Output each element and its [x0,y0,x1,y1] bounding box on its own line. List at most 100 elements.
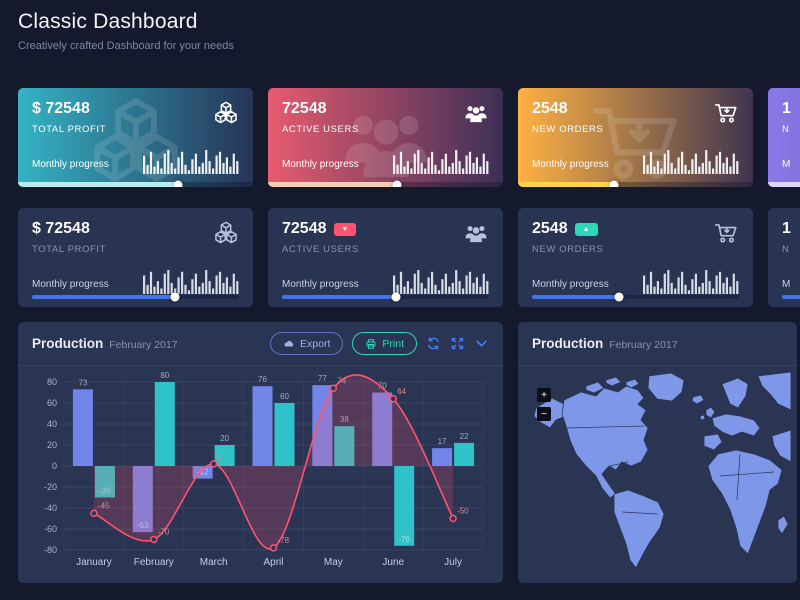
svg-text:April: April [263,557,283,568]
svg-text:-40: -40 [44,503,57,513]
stat-label: TOTAL PROFIT [32,124,107,135]
progress-fill [782,295,800,299]
stat-value: 1 [782,100,791,117]
chevron-down-icon[interactable] [474,336,489,351]
progress-slider[interactable] [768,182,800,187]
cart-icon [713,220,739,246]
stat-value: 2548 [532,100,568,117]
progress-knob[interactable] [170,292,180,302]
trend-down-badge: ▼ [333,222,357,236]
progress-knob[interactable] [609,180,619,187]
svg-text:-30: -30 [99,487,111,496]
progress-fill [532,295,619,299]
production-chart-panel: Production February 2017 Export Print -80… [18,322,503,583]
svg-text:February: February [134,557,174,568]
cubes-icon [213,220,239,246]
progress-knob[interactable] [391,292,401,302]
stat-cards-gradient-row: $ 72548 TOTAL PROFIT Monthly progress 72… [18,88,800,187]
svg-text:-60: -60 [44,524,57,534]
stat-label: N [782,124,790,135]
page-header: Classic Dashboard Creatively crafted Das… [18,10,234,52]
progress-fill [32,295,175,299]
svg-text:38: 38 [340,415,349,424]
svg-text:May: May [324,557,343,568]
chart-panel-title-group: Production February 2017 [32,335,178,353]
stat-card-active-users-flat: 72548 ▼ ACTIVE USERS Monthly progress [268,208,503,307]
monthly-progress-label: Monthly progress [32,159,109,170]
sparkline-chart [143,268,239,294]
progress-slider[interactable] [532,292,739,302]
map-zoom-controls: + − [537,388,551,421]
svg-text:January: January [76,557,112,568]
printer-icon [365,338,377,350]
progress-knob[interactable] [392,180,402,187]
stat-label: NEW ORDERS [532,124,604,135]
sparkline-chart [143,148,239,174]
svg-text:20: 20 [220,434,229,443]
svg-text:17: 17 [438,437,447,446]
progress-knob[interactable] [173,180,183,187]
monthly-progress-label: Monthly progress [282,159,359,170]
svg-text:70: 70 [378,382,387,391]
map-zoom-in-button[interactable]: + [537,388,551,402]
map-panel-title: Production [532,335,604,351]
sparkline-chart [643,148,739,174]
progress-slider[interactable] [268,180,503,187]
production-chart: -80 -60 -40 -20 0 20 40 60 80 73 -63 -12 76 77 70 17 -30… [28,371,493,577]
stat-card-new-orders-flat: 2548 ▲ NEW ORDERS Monthly progress [518,208,753,307]
svg-text:July: July [444,557,462,568]
monthly-progress-label: Monthly progress [532,159,609,170]
svg-text:-45: -45 [98,501,110,510]
stat-label: NEW ORDERS [532,244,604,255]
stat-value: 72548 ▼ [282,220,357,238]
svg-text:-20: -20 [44,482,57,492]
stat-label: ACTIVE USERS [282,244,359,255]
monthly-progress-label: Monthly progress [32,279,109,290]
svg-text:-80: -80 [44,545,57,555]
svg-text:76: 76 [258,375,267,384]
svg-text:40: 40 [47,419,57,429]
stat-card-total-profit: $ 72548 TOTAL PROFIT Monthly progress [18,88,253,187]
svg-text:-70: -70 [158,528,170,537]
stat-value: $ 72548 [32,220,90,237]
progress-slider[interactable] [782,295,800,299]
svg-text:73: 73 [78,378,87,387]
monthly-progress-label: M [782,159,791,170]
svg-text:64: 64 [397,387,406,396]
production-map-panel: Production February 2017 + − [518,322,797,583]
svg-text:June: June [382,557,404,568]
map-zoom-out-button[interactable]: − [537,407,551,421]
cloud-upload-icon [283,338,295,350]
svg-text:0: 0 [52,461,57,471]
print-button[interactable]: Print [352,332,417,355]
svg-text:-50: -50 [457,507,469,516]
monthly-progress-label: Monthly progress [532,279,609,290]
stat-cards-flat-row: $ 72548 TOTAL PROFIT Monthly progress 72… [18,208,800,307]
map-panel-header: Production February 2017 [518,322,797,366]
progress-slider[interactable] [32,292,239,302]
export-button[interactable]: Export [270,332,344,355]
svg-text:20: 20 [47,440,57,450]
svg-text:March: March [200,557,228,568]
progress-fill [268,182,398,187]
sparkline-chart [393,148,489,174]
expand-icon[interactable] [450,336,465,351]
stat-value: 2548 ▲ [532,220,598,238]
progress-slider[interactable] [18,180,253,187]
world-map[interactable] [526,370,791,570]
progress-slider[interactable] [282,292,489,302]
cart-icon [713,100,739,126]
users-icon [463,100,489,126]
svg-text:80: 80 [160,372,169,380]
progress-fill [768,182,800,187]
refresh-icon[interactable] [426,336,441,351]
svg-text:60: 60 [280,392,289,401]
svg-text:-63: -63 [137,521,149,530]
chart-panel-title: Production [32,335,104,351]
page-subtitle: Creatively crafted Dashboard for your ne… [18,40,234,52]
stat-value: $ 72548 [32,100,90,117]
map-panel-subtitle: February 2017 [609,338,678,351]
progress-slider[interactable] [518,180,753,187]
progress-knob[interactable] [614,292,624,302]
svg-text:-76: -76 [398,535,410,544]
